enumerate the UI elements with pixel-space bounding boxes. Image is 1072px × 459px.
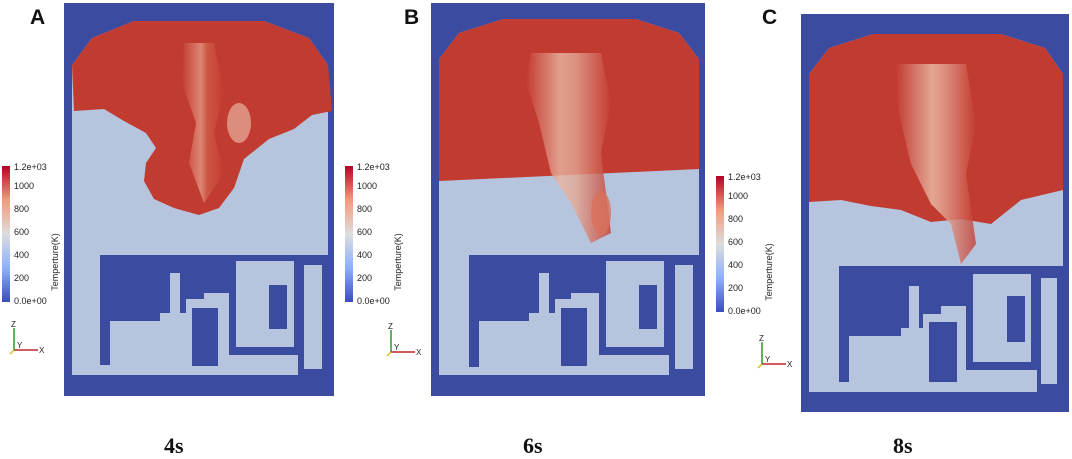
colorbar-a: 1.2e+03 1000 800 600 400 200 0.0e+00 Tem… (2, 162, 60, 306)
colorbar-c: 1.2e+03 1000 800 600 400 200 0.0e+00 Tem… (716, 172, 774, 316)
colorbar-a-tick-3: 800 (14, 204, 29, 214)
panel-letter-c: C (762, 6, 778, 29)
colorbar-a-tick-2: 1000 (14, 181, 34, 191)
time-label-b: 6s (523, 433, 543, 458)
colorbar-a-title: Temperture(K) (50, 233, 60, 291)
axes-triad-a: Z Y X (9, 320, 45, 355)
colorbar-a-tick-4: 600 (14, 227, 29, 237)
simulation-panel-b (431, 3, 705, 396)
colorbar-b-tick-1: 1.2e+03 (357, 162, 390, 172)
colorbar-b-tick-2: 1000 (357, 181, 377, 191)
colorbar-a-tick-7: 0.0e+00 (14, 296, 47, 306)
colorbar-c-tick-1: 1.2e+03 (728, 172, 761, 182)
colorbar-a-tick-1: 1.2e+03 (14, 162, 47, 172)
colorbar-b-title: Temperture(K) (393, 233, 403, 291)
colorbar-c-tick-5: 400 (728, 260, 743, 270)
axes-triad-b: Z Y X (386, 322, 422, 357)
axes-triad-c: Z Y X (757, 334, 793, 369)
colorbar-c-tick-6: 200 (728, 283, 743, 293)
axis-x-label-b: X (416, 348, 422, 357)
panel-letter-b: B (404, 6, 420, 29)
colorbar-b-tick-4: 600 (357, 227, 372, 237)
axis-x-label-c: X (787, 360, 793, 369)
colorbar-b-tick-5: 400 (357, 250, 372, 260)
colorbar-b-tick-6: 200 (357, 273, 372, 283)
time-label-c: 8s (893, 433, 913, 458)
time-label-a: 4s (164, 433, 184, 458)
colorbar-c-tick-7: 0.0e+00 (728, 306, 761, 316)
colorbar-b-tick-7: 0.0e+00 (357, 296, 390, 306)
axis-z-label-c: Z (759, 334, 764, 343)
colorbar-c-tick-3: 800 (728, 214, 743, 224)
colorbar-c-tick-4: 600 (728, 237, 743, 247)
colorbar-a-tick-5: 400 (14, 250, 29, 260)
colorbar-a-tick-6: 200 (14, 273, 29, 283)
axis-z-label-a: Z (11, 320, 16, 329)
colorbar-c-title: Temperture(K) (764, 243, 774, 301)
axis-z-label-b: Z (388, 322, 393, 331)
simulation-panel-c (801, 14, 1069, 412)
axis-y-label-a: Y (17, 341, 23, 350)
panel-letter-a: A (30, 6, 46, 29)
colorbar-b: 1.2e+03 1000 800 600 400 200 0.0e+00 Tem… (345, 162, 403, 306)
simulation-panel-a (64, 3, 334, 396)
colorbar-c-tick-2: 1000 (728, 191, 748, 201)
colorbar-b-tick-3: 800 (357, 204, 372, 214)
axis-y-label-c: Y (765, 355, 771, 364)
axis-x-label-a: X (39, 346, 45, 355)
axis-y-label-b: Y (394, 343, 400, 352)
